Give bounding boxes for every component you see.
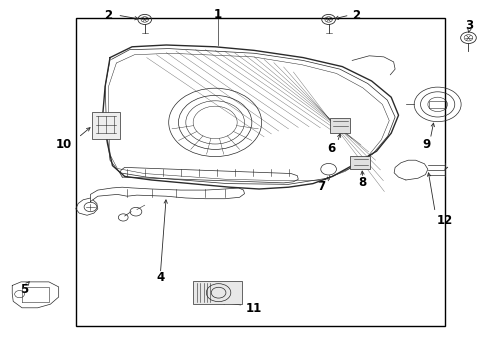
Bar (349, 156, 369, 169)
Text: 9: 9 (422, 138, 429, 150)
Text: 1: 1 (213, 8, 221, 21)
Bar (193, 281, 242, 304)
Bar (329, 118, 349, 133)
Bar (76, 18, 444, 326)
Text: 2: 2 (351, 9, 360, 22)
Bar (92, 112, 120, 139)
Text: 11: 11 (245, 302, 261, 315)
Text: 2: 2 (104, 9, 112, 22)
Text: 5: 5 (20, 283, 28, 296)
Text: 8: 8 (358, 176, 366, 189)
Text: 3: 3 (465, 19, 472, 32)
Bar (428, 101, 446, 108)
Text: 12: 12 (435, 214, 451, 227)
Text: 7: 7 (317, 180, 325, 193)
Text: 6: 6 (327, 142, 335, 155)
Text: 10: 10 (56, 138, 72, 151)
Text: 4: 4 (156, 271, 164, 284)
